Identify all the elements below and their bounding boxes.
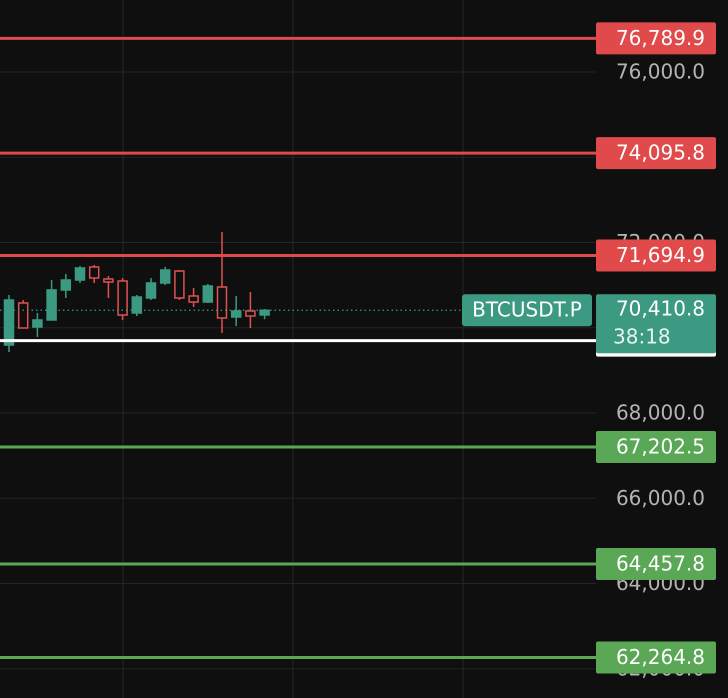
level-label: 76,789.9 bbox=[616, 26, 705, 50]
candle-body bbox=[32, 319, 43, 328]
vertical-grid bbox=[122, 0, 464, 698]
candle-body bbox=[174, 270, 185, 299]
candle-body bbox=[145, 282, 157, 299]
candle-body bbox=[216, 286, 228, 319]
candle-body bbox=[159, 269, 171, 284]
candle-body bbox=[202, 285, 214, 303]
candle-body bbox=[17, 302, 29, 329]
candle-body bbox=[259, 309, 270, 316]
level-label: 71,694.9 bbox=[616, 243, 705, 267]
candle-body bbox=[245, 310, 256, 317]
level-label: 64,457.8 bbox=[616, 551, 705, 575]
candle-body bbox=[117, 280, 128, 316]
level-label-box bbox=[596, 430, 716, 463]
candle-body bbox=[60, 279, 72, 291]
level-label: 67,202.5 bbox=[616, 434, 705, 458]
symbol-label: BTCUSDT.P bbox=[472, 298, 582, 322]
y-tick-label: 66,000.0 bbox=[616, 486, 705, 510]
y-tick-label: 68,000.0 bbox=[616, 401, 705, 425]
candle-body bbox=[188, 295, 199, 303]
candle-body bbox=[103, 278, 114, 283]
candle-body bbox=[74, 267, 86, 281]
price-label: 70,410.8 bbox=[616, 297, 705, 321]
level-label: 74,095.8 bbox=[616, 141, 705, 165]
level-label-box bbox=[596, 137, 716, 170]
symbol-box bbox=[462, 294, 592, 327]
level-label-box bbox=[596, 239, 716, 272]
candle-body bbox=[131, 296, 143, 314]
candle-body bbox=[88, 266, 100, 279]
level-label: 62,264.8 bbox=[616, 645, 705, 669]
price-box bbox=[596, 294, 716, 354]
level-label-box bbox=[596, 547, 716, 580]
level-label-box bbox=[596, 641, 716, 674]
y-tick-label: 76,000.0 bbox=[616, 59, 705, 83]
candle-body bbox=[3, 299, 15, 346]
candle-body bbox=[46, 289, 57, 321]
candle-body bbox=[230, 310, 242, 318]
level-label-box bbox=[596, 22, 716, 55]
countdown-label: 38:18 bbox=[613, 325, 671, 349]
